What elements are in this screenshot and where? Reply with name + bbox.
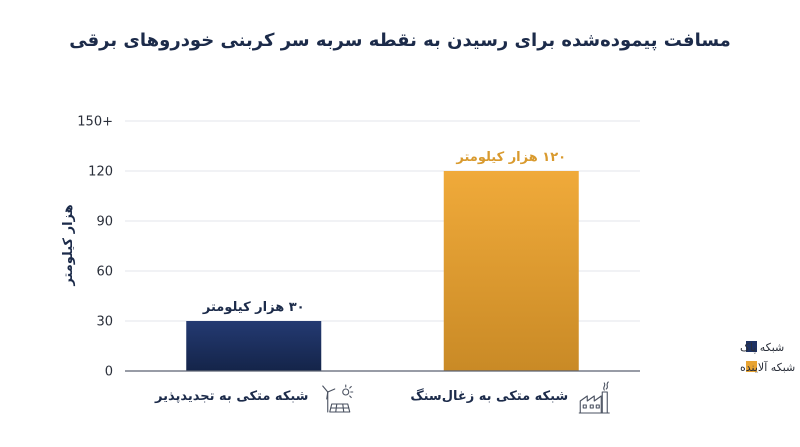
renewables-icon [322, 384, 354, 413]
bar-coal-grid [443, 171, 579, 371]
y-tick-label: 0 [105, 365, 113, 380]
category-labels: شبکه متکی به تجدیدپذیر شبکه متکی به زغال‌… [154, 381, 610, 414]
bar-value-label: ۳۰ هزار کیلومتر [202, 300, 305, 315]
y-tick-label: 30 [96, 315, 113, 330]
y-axis-ticks: 0 30 60 90 120 150+ [77, 115, 113, 380]
factory-icon [578, 381, 610, 414]
y-tick-label: 150+ [77, 115, 113, 130]
y-tick-label: 60 [96, 265, 113, 280]
legend-swatch [746, 341, 757, 352]
chart-title: مسافت پیموده‌شده برای رسیدن به نقطه سربه… [69, 30, 731, 51]
y-tick-label: 90 [96, 215, 113, 230]
category-label: شبکه متکی به تجدیدپذیر [154, 389, 308, 404]
legend: شبکه پاک شبکه آلاینده [740, 341, 795, 374]
bar-value-label: ۱۲۰ هزار کیلومتر [455, 150, 566, 165]
bars [186, 171, 579, 371]
legend-label: شبکه آلاینده [740, 360, 795, 374]
y-tick-label: 120 [88, 165, 113, 180]
category-label: شبکه متکی به زغال‌سنگ [410, 388, 568, 404]
data-labels: ۳۰ هزار کیلومتر ۱۲۰ هزار کیلومتر [202, 150, 566, 315]
legend-label: شبکه پاک [740, 341, 784, 354]
y-axis-label: هزار کیلومتر [61, 204, 76, 286]
legend-swatch [746, 361, 757, 372]
bar-renewable-grid [186, 321, 322, 371]
